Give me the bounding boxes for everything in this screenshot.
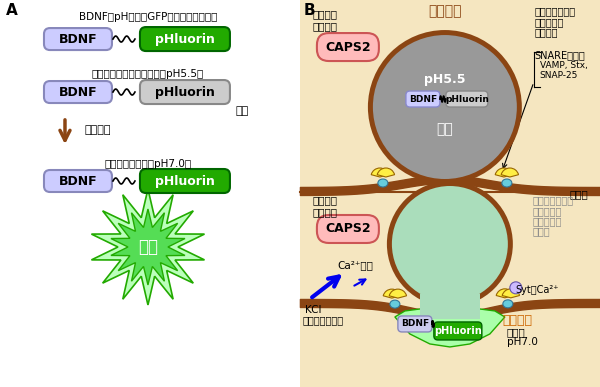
Text: 消光: 消光: [436, 122, 453, 136]
Text: pH5.5: pH5.5: [424, 72, 466, 86]
Polygon shape: [91, 189, 205, 305]
Text: BDNF: BDNF: [59, 175, 97, 188]
Text: 消光: 消光: [236, 106, 249, 116]
Text: と細胞膜の: と細胞膜の: [533, 216, 562, 226]
Ellipse shape: [378, 179, 388, 187]
FancyBboxPatch shape: [398, 316, 432, 332]
Wedge shape: [371, 168, 389, 177]
Text: 分泌小胞膜: 分泌小胞膜: [533, 206, 562, 216]
Circle shape: [387, 181, 513, 307]
Polygon shape: [395, 307, 505, 347]
Circle shape: [368, 30, 522, 184]
FancyBboxPatch shape: [44, 170, 112, 192]
FancyBboxPatch shape: [140, 80, 230, 104]
Wedge shape: [377, 168, 395, 177]
Text: pHluorin: pHluorin: [155, 175, 215, 188]
Text: A: A: [6, 3, 18, 18]
Text: 細胞外：中性（約pH7.0）: 細胞外：中性（約pH7.0）: [104, 159, 191, 169]
Text: KCl: KCl: [305, 305, 322, 315]
FancyBboxPatch shape: [140, 27, 230, 51]
FancyBboxPatch shape: [300, 0, 600, 387]
Polygon shape: [111, 209, 185, 285]
Circle shape: [373, 35, 517, 179]
FancyBboxPatch shape: [317, 215, 379, 243]
Text: BDNF: BDNF: [59, 86, 97, 99]
Text: 開口放出: 開口放出: [503, 314, 533, 327]
Text: BDNF: BDNF: [59, 33, 97, 46]
Text: pHluorin: pHluorin: [445, 94, 489, 104]
Wedge shape: [383, 289, 401, 298]
Text: BDNF: BDNF: [401, 319, 429, 329]
Text: pH7.0: pH7.0: [507, 337, 538, 347]
Text: 開口放出: 開口放出: [85, 125, 112, 135]
Wedge shape: [496, 289, 514, 298]
FancyBboxPatch shape: [44, 81, 112, 103]
Text: プライミング：: プライミング：: [535, 6, 576, 16]
Text: （脱分極刺激）: （脱分極刺激）: [303, 315, 344, 325]
Text: 分泌小胞の内腔：酸性（約pH5.5）: 分泌小胞の内腔：酸性（約pH5.5）: [92, 69, 204, 79]
FancyBboxPatch shape: [140, 169, 230, 193]
Text: 細胞外: 細胞外: [507, 327, 526, 337]
Text: pHluorin: pHluorin: [434, 326, 482, 336]
Text: 無（－）: 無（－）: [313, 207, 338, 217]
Circle shape: [392, 186, 508, 302]
Text: CAPS2: CAPS2: [325, 41, 371, 53]
FancyBboxPatch shape: [434, 322, 482, 340]
Wedge shape: [389, 289, 407, 298]
Text: SNAP-25: SNAP-25: [540, 71, 578, 80]
FancyBboxPatch shape: [44, 28, 112, 50]
Wedge shape: [495, 168, 512, 177]
Text: 有（＋）: 有（＋）: [313, 9, 338, 19]
Text: Syt＋Ca²⁺: Syt＋Ca²⁺: [516, 285, 559, 295]
Text: 膜融合: 膜融合: [533, 226, 550, 236]
Text: B: B: [304, 3, 316, 18]
Text: 膜融合前の: 膜融合前の: [535, 17, 564, 27]
FancyBboxPatch shape: [317, 33, 379, 61]
Text: 分泌小胞: 分泌小胞: [428, 4, 461, 18]
FancyBboxPatch shape: [446, 91, 488, 107]
Text: 無（－）: 無（－）: [313, 21, 338, 31]
Text: フュージョン：: フュージョン：: [533, 195, 574, 205]
Wedge shape: [502, 289, 520, 298]
Text: CAPS2: CAPS2: [325, 223, 371, 236]
Bar: [420, 294, 480, 319]
Text: 細胞膜: 細胞膜: [569, 189, 588, 199]
Text: 蛍光: 蛍光: [138, 238, 158, 256]
Text: BDNF: BDNF: [409, 94, 437, 104]
Text: SNARE複合体: SNARE複合体: [535, 50, 586, 60]
FancyBboxPatch shape: [406, 91, 440, 107]
Text: pHluorin: pHluorin: [155, 33, 215, 46]
Circle shape: [510, 282, 522, 294]
Text: BDNFとpH感受性GFPの融合タンパク質: BDNFとpH感受性GFPの融合タンパク質: [79, 12, 217, 22]
Text: 準備完了: 準備完了: [535, 27, 559, 37]
Text: VAMP, Stx,: VAMP, Stx,: [540, 61, 588, 70]
Text: pHluorin: pHluorin: [155, 86, 215, 99]
Wedge shape: [501, 168, 518, 177]
Ellipse shape: [390, 300, 400, 308]
Text: 有（＋）: 有（＋）: [313, 195, 338, 205]
Ellipse shape: [503, 300, 513, 308]
Ellipse shape: [502, 179, 512, 187]
Text: Ca²⁺流入: Ca²⁺流入: [337, 260, 373, 270]
